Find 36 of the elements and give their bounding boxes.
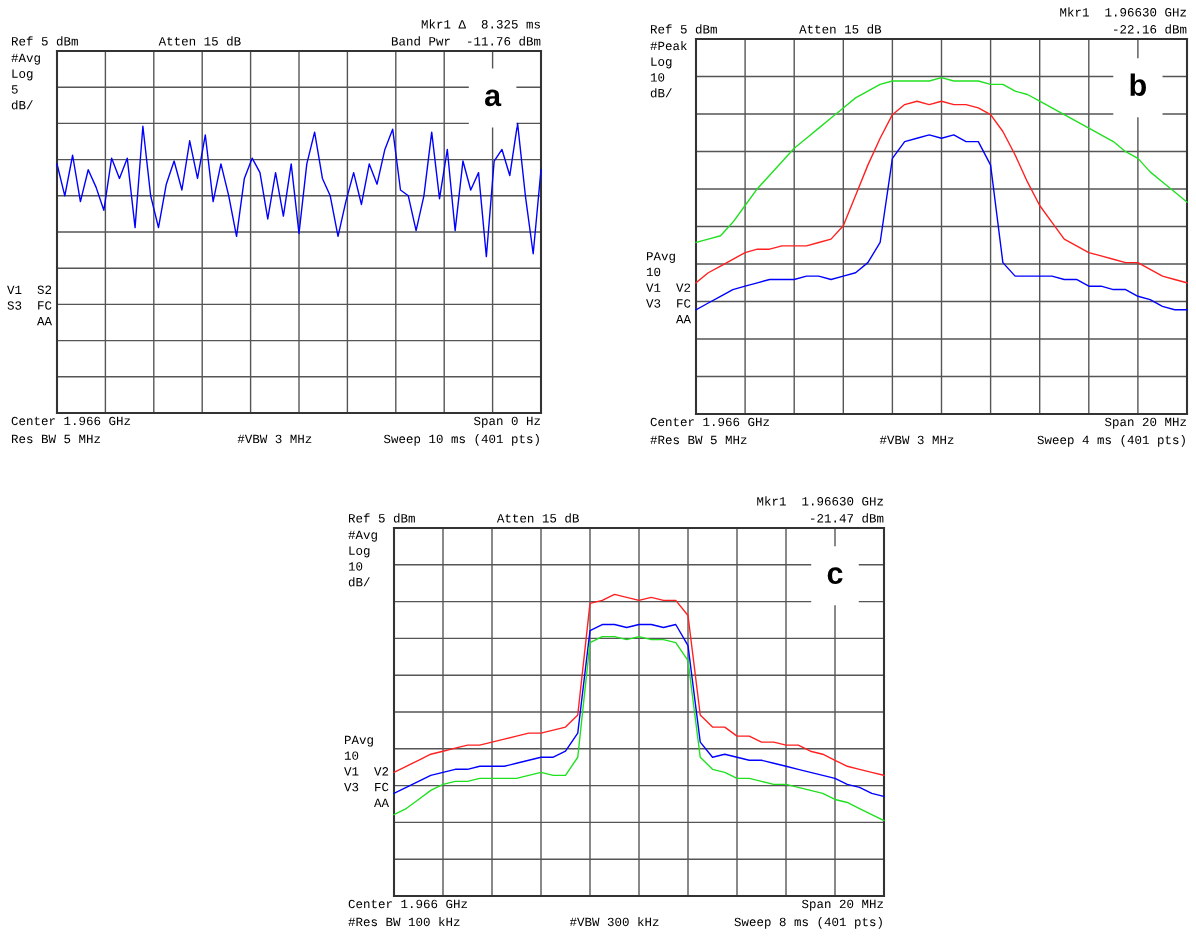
text: -22.16 dBm [1114, 24, 1187, 34]
text: Band Pwr -11.76 dBm [391, 36, 541, 46]
text: #VBW 3 MHz [879, 435, 954, 445]
text: #Avg Log 10 dB/ [348, 530, 377, 587]
text: Res BW 5 MHz [11, 434, 101, 444]
text: Mkr1 1.96630 GHz [1060, 7, 1187, 17]
text: c [827, 567, 843, 585]
text: Atten 15 dB [496, 513, 579, 523]
text: Sweep 4 ms (401 pts) [1037, 435, 1185, 447]
text: PAvg 10 V1 V2 V3 FC AA [344, 735, 389, 807]
text: #Res BW 100 kHz [348, 917, 460, 927]
text: PAvg 10 V1 V2 V3 FC AA [646, 252, 691, 324]
text: Atten 15 dB [799, 24, 882, 34]
text: Span 20 MHz [1104, 417, 1187, 429]
text: Span 0 Hz [473, 416, 541, 428]
text: Center 1.966 GHz [11, 416, 131, 426]
text: Ref 5 dBm [11, 36, 78, 46]
text: Sweep 8 ms (401 pts) [734, 917, 882, 929]
text: a [485, 89, 502, 107]
annotation: b [1130, 73, 1146, 96]
text: Ref 5 dBm [348, 513, 415, 523]
text: #Avg Log 5 dB/ [11, 53, 40, 110]
text: Span 20 MHz [801, 899, 884, 911]
text: #VBW 300 kHz [569, 917, 659, 927]
text: #VBW 3 MHz [237, 434, 312, 444]
text: Atten 15 dB [158, 36, 241, 46]
text: -21.47 dBm [811, 513, 884, 523]
text: Ref 5 dBm [650, 24, 717, 34]
text: Mkr1 1.96630 GHz [757, 496, 884, 506]
text: Mkr1 Δ 8.325 ms [421, 19, 540, 29]
text: Center 1.966 GHz [650, 417, 770, 427]
text: V1 S2 S3 FC AA [7, 285, 52, 326]
text: Center 1.966 GHz [348, 899, 468, 909]
text: #Res BW 5 MHz [650, 435, 747, 445]
text: #Peak Log 10 dB/ [650, 41, 687, 98]
text: Sweep 10 ms (401 pts) [383, 434, 539, 446]
